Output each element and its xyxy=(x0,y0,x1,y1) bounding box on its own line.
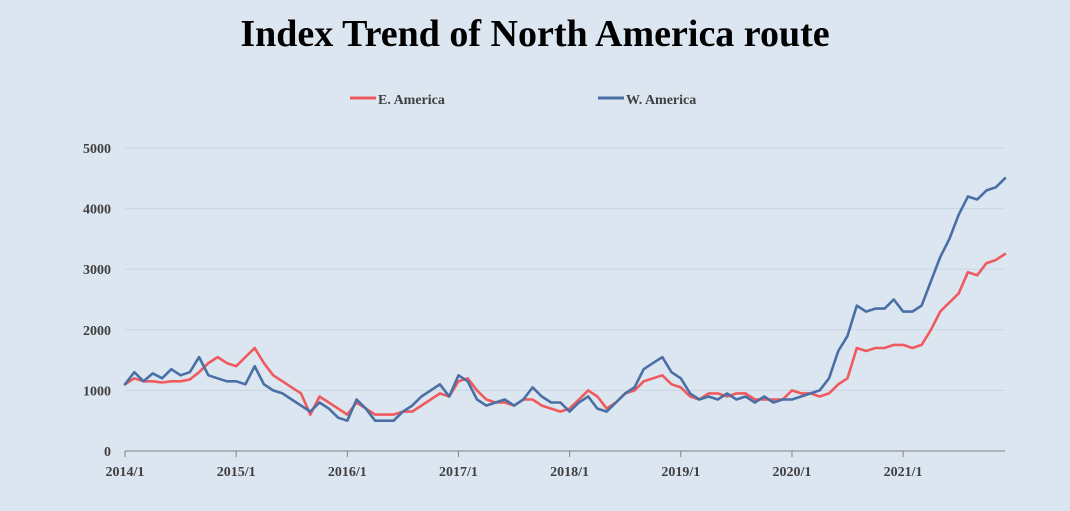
x-tick-label: 2019/1 xyxy=(661,465,700,480)
x-tick-label: 2018/1 xyxy=(550,465,589,480)
x-tick-label: 2017/1 xyxy=(439,465,478,480)
x-tick-label: 2016/1 xyxy=(328,465,367,480)
series-line-w-america xyxy=(123,177,1007,422)
y-tick-label: 4000 xyxy=(83,203,111,218)
x-tick-label: 2021/1 xyxy=(884,465,923,480)
y-tick-label: 5000 xyxy=(83,142,111,157)
chart-title: Index Trend of North America route xyxy=(240,13,830,55)
x-tick-label: 2020/1 xyxy=(773,465,812,480)
y-tick-label: 1000 xyxy=(83,384,111,399)
y-tick-label: 2000 xyxy=(83,324,111,339)
x-tick-label: 2015/1 xyxy=(217,465,256,480)
axes: 0 1000 2000 3000 4000 5000 2014/1 2015/1 2016/1 2… xyxy=(83,142,1005,480)
series-line-e-america xyxy=(123,252,1007,416)
x-tick-label: 2014/1 xyxy=(106,465,145,480)
legend-label: W. America xyxy=(626,93,696,108)
legend-label: E. America xyxy=(378,93,445,108)
y-tick-label: 0 xyxy=(104,445,111,460)
y-tick-label: 3000 xyxy=(83,263,111,278)
legend: E. America W. America xyxy=(350,93,696,108)
series-lines xyxy=(123,177,1007,422)
